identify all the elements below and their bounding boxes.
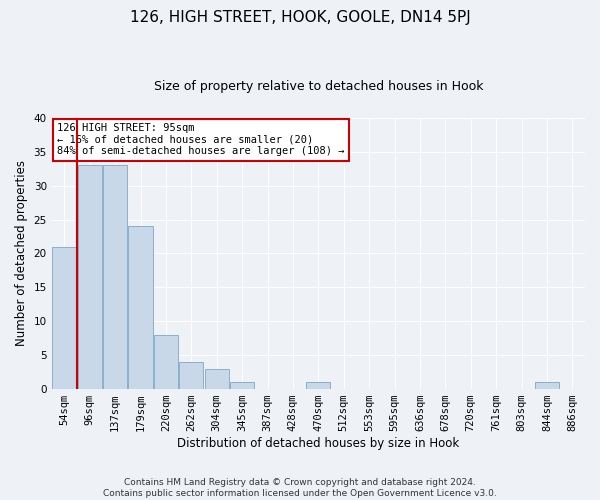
Bar [535,382,559,389]
Bar [77,166,102,389]
Bar [306,382,331,389]
Text: 126 HIGH STREET: 95sqm
← 16% of detached houses are smaller (20)
84% of semi-det: 126 HIGH STREET: 95sqm ← 16% of detached… [57,123,344,156]
Bar [103,166,127,389]
X-axis label: Distribution of detached houses by size in Hook: Distribution of detached houses by size … [177,437,460,450]
Bar [230,382,254,389]
Text: 126, HIGH STREET, HOOK, GOOLE, DN14 5PJ: 126, HIGH STREET, HOOK, GOOLE, DN14 5PJ [130,10,470,25]
Bar [52,246,76,389]
Text: Contains HM Land Registry data © Crown copyright and database right 2024.
Contai: Contains HM Land Registry data © Crown c… [103,478,497,498]
Title: Size of property relative to detached houses in Hook: Size of property relative to detached ho… [154,80,483,93]
Bar [179,362,203,389]
Bar [205,368,229,389]
Bar [128,226,152,389]
Bar [154,335,178,389]
Y-axis label: Number of detached properties: Number of detached properties [15,160,28,346]
